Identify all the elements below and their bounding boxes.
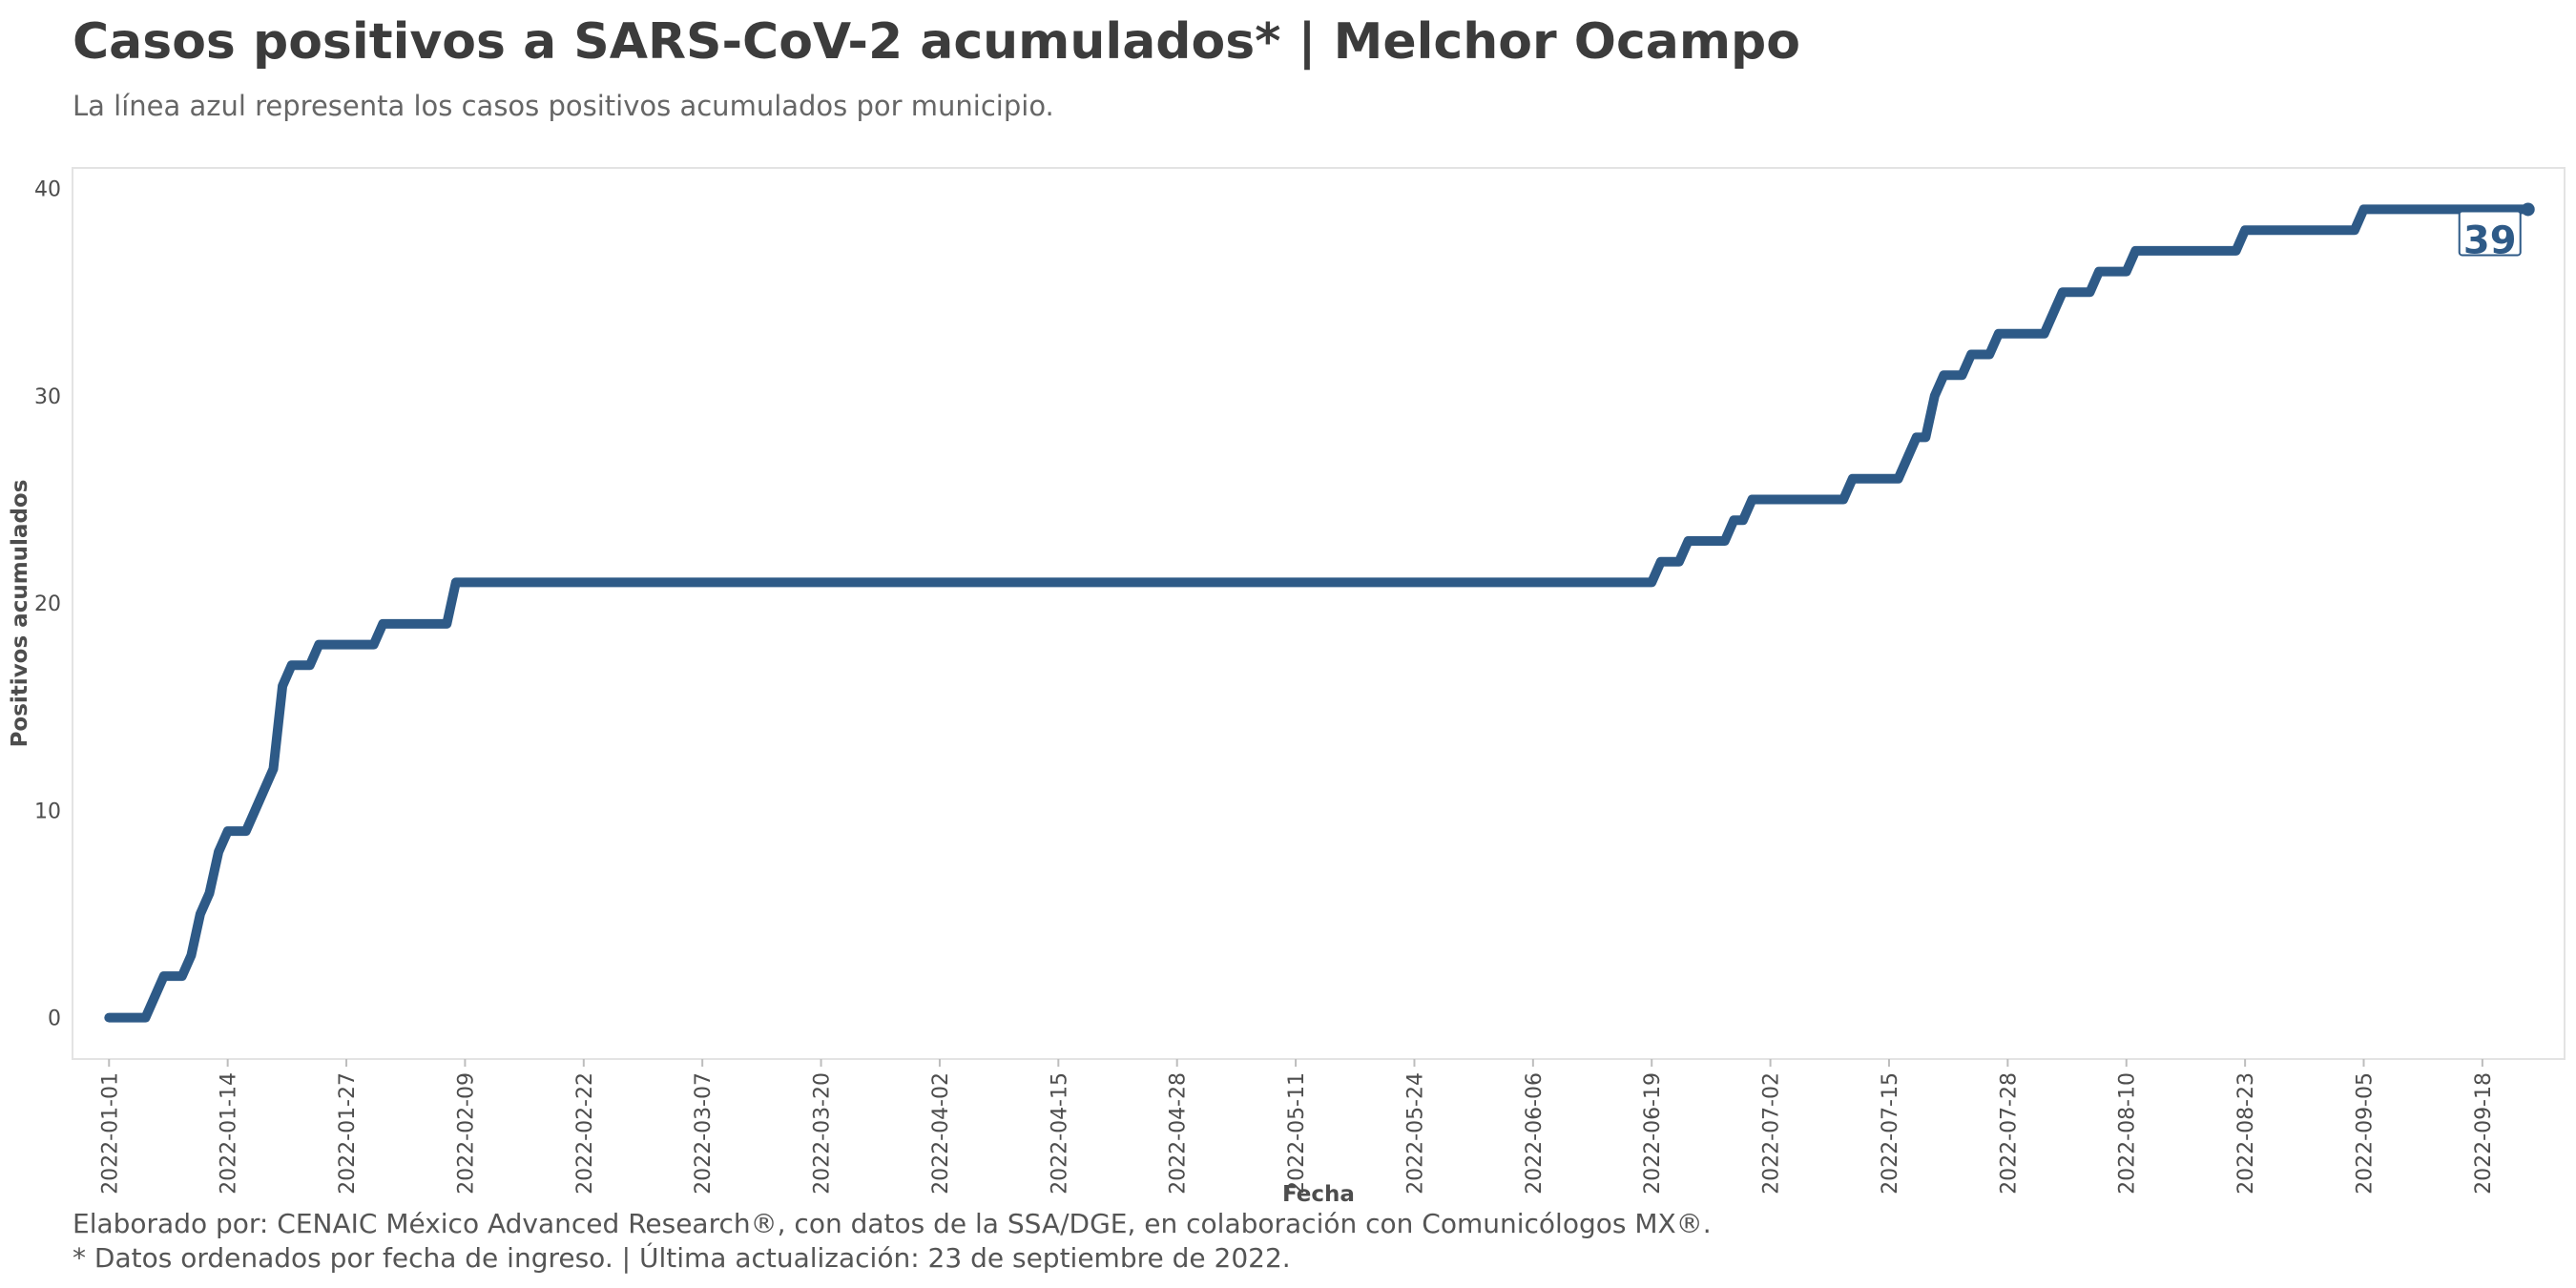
x-tick-label: 2022-03-20 [811,1072,835,1195]
last-value-point [2521,202,2535,217]
x-tick-label: 2022-07-15 [1879,1072,1902,1195]
last-value-label: 39 [2463,218,2517,262]
chart-title: Casos positivos a SARS-CoV-2 acumulados*… [73,13,1800,71]
caption-note: * Datos ordenados por fecha de ingreso. … [73,1242,1291,1274]
x-tick-label: 2022-06-19 [1641,1072,1665,1195]
y-axis: 0 10 20 30 40 [34,178,61,1031]
x-tick-label: 2022-04-15 [1048,1072,1071,1195]
caption-credits: Elaborado por: CENAIC México Advanced Re… [73,1208,1712,1239]
x-tick-label: 2022-03-07 [692,1072,716,1195]
x-tick-label: 2022-01-27 [336,1072,360,1195]
plot-panel [72,167,2566,1060]
x-tick-label: 2022-01-14 [218,1072,241,1195]
x-tick-label: 2022-04-02 [929,1072,953,1195]
chart-subtitle: La línea azul representa los casos posit… [73,90,1054,122]
x-axis-title: Fecha [1282,1182,1355,1207]
y-tick-label: 30 [34,385,61,409]
y-tick-label: 10 [34,800,61,823]
y-tick-label: 20 [34,592,61,616]
y-tick-label: 40 [34,178,61,202]
x-tick-label: 2022-04-28 [1167,1072,1191,1195]
x-tick-label: 2022-08-23 [2234,1072,2258,1195]
x-tick-label: 2022-09-18 [2472,1072,2496,1195]
x-tick-label: 2022-02-09 [454,1072,478,1195]
last-value-label-box [2458,210,2522,257]
x-tick-label: 2022-05-24 [1403,1072,1427,1195]
x-tick-label: 2022-07-02 [1760,1072,1784,1195]
x-axis: 2022-01-01 2022-01-14 2022-01-27 2022-02-09… [98,1059,2496,1195]
y-tick-label: 0 [48,1008,61,1031]
y-axis-title: Positivos acumulados [8,480,32,748]
x-tick-label: 2022-08-10 [2116,1072,2140,1195]
x-tick-label: 2022-02-22 [573,1072,597,1195]
x-tick-label: 2022-07-28 [1997,1072,2021,1195]
x-tick-label: 2022-06-06 [1523,1072,1547,1195]
cumulative-cases-line [104,204,2533,1023]
x-tick-label: 2022-09-05 [2354,1072,2378,1195]
x-tick-label: 2022-01-01 [98,1072,122,1195]
x-tick-label: 2022-05-11 [1285,1072,1309,1195]
